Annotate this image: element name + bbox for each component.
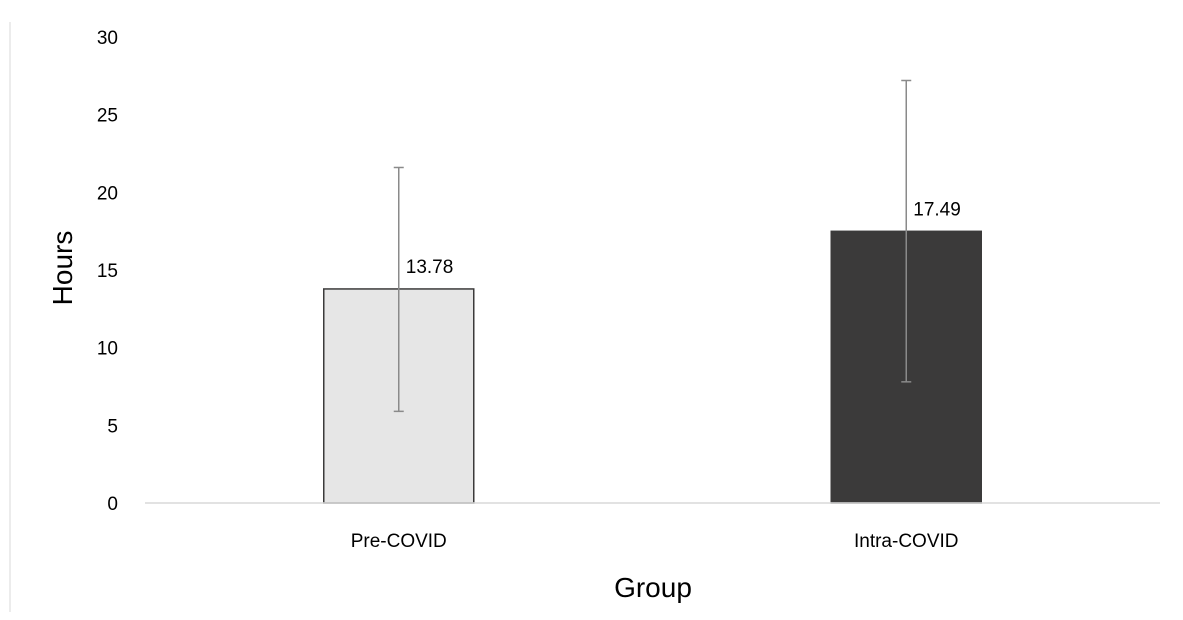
y-axis-title: Hours bbox=[47, 231, 78, 306]
category-labels-group: Pre-COVID Intra-COVID bbox=[351, 531, 959, 552]
x-tick-label-intra-covid: Intra-COVID bbox=[854, 531, 959, 552]
y-tick-label: 30 bbox=[97, 28, 118, 49]
data-label-intra-covid: 17.49 bbox=[913, 199, 961, 220]
y-tick-label: 20 bbox=[97, 183, 118, 204]
y-tick-label: 15 bbox=[97, 261, 118, 282]
error-bars-group bbox=[393, 79, 912, 413]
x-tick-label-pre-covid: Pre-COVID bbox=[351, 531, 447, 552]
y-tick-label: 25 bbox=[97, 106, 118, 127]
y-tick-label: 10 bbox=[97, 339, 118, 360]
x-axis-title: Group bbox=[614, 572, 692, 603]
y-tick-label: 5 bbox=[107, 416, 118, 437]
y-axis-ticks: 0 5 10 15 20 25 30 bbox=[97, 28, 118, 515]
y-tick-label: 0 bbox=[107, 494, 118, 515]
data-labels-group: 13.78 17.49 bbox=[406, 199, 961, 278]
data-label-pre-covid: 13.78 bbox=[406, 257, 454, 278]
